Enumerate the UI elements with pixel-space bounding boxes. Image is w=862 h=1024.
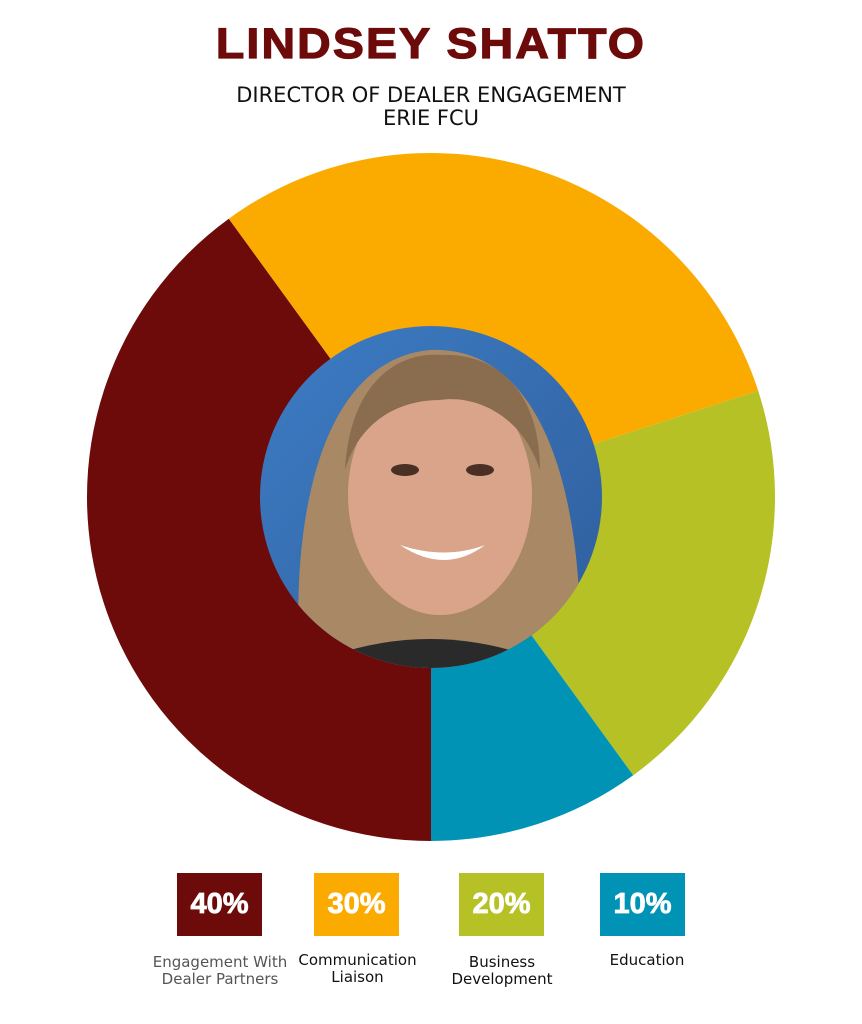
donut-slice-2 [228,153,759,445]
person-name: LINDSEY SHATTO [215,19,647,68]
legend-swatch-business: 20% [459,873,544,936]
portrait-photo [260,326,602,668]
legend-swatch-engagement: 40% [177,873,262,936]
legend-label-communication: Communication Liaison [298,951,417,986]
donut-slice-4 [431,634,634,841]
legend-swatch-education: 10% [600,873,685,936]
legend-label-education: Education [609,951,685,969]
organization: ERIE FCU [382,106,480,130]
donut-slice-1 [86,218,431,842]
job-title: DIRECTOR OF DEALER ENGAGEMENT [236,83,626,107]
legend-label-engagement: Engagement With Dealer Partners [152,953,288,988]
legend-swatch-communication: 30% [314,873,399,936]
donut-slice-3 [530,390,775,776]
legend-label-business: Business Development [451,953,553,988]
